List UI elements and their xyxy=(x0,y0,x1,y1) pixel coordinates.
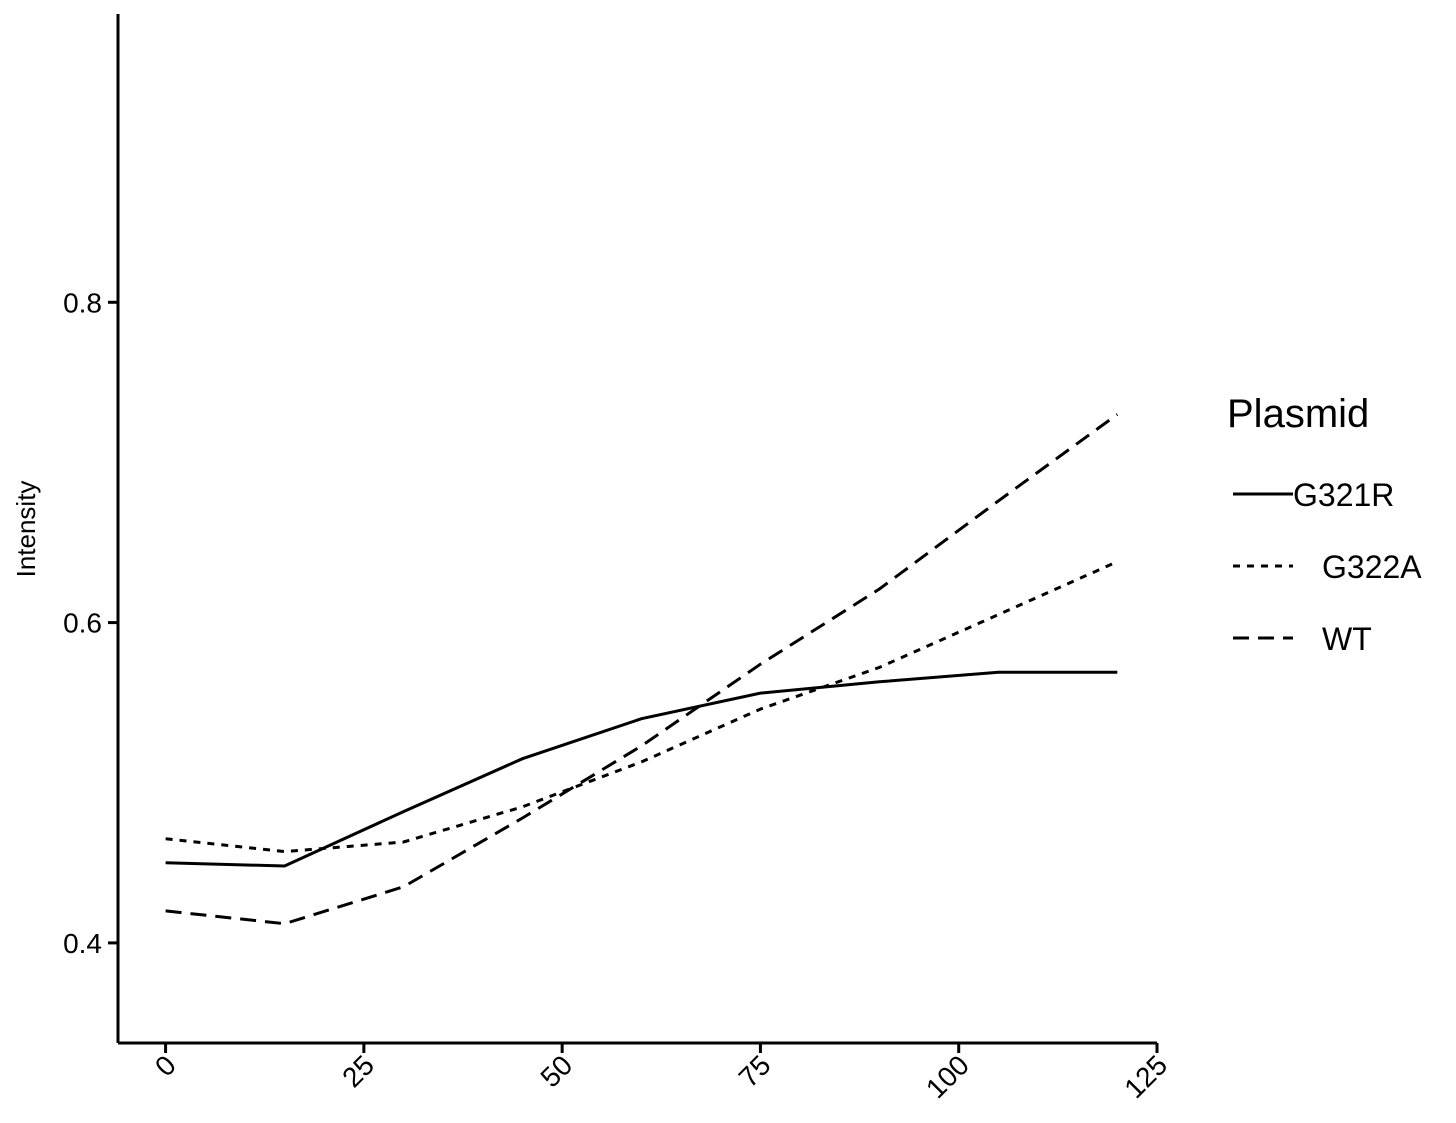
legend-label: G322A xyxy=(1322,549,1422,585)
series-line-wt xyxy=(165,413,1119,926)
series-group xyxy=(165,413,1119,926)
x-ticks: 0 25 50 75 100 125 xyxy=(149,1043,1173,1104)
legend-label: WT xyxy=(1322,621,1372,657)
legend: Plasmid G321R G322A WT xyxy=(1227,392,1422,657)
series-line-g321r xyxy=(165,670,1118,868)
x-tick-label: 100 xyxy=(920,1049,975,1104)
legend-label: G321R xyxy=(1293,477,1394,513)
x-tick-label: 125 xyxy=(1118,1049,1173,1104)
y-ticks: 0.4 0.6 0.8 xyxy=(63,287,118,959)
legend-title: Plasmid xyxy=(1227,392,1369,436)
y-tick-label: 0.8 xyxy=(63,287,102,318)
x-tick-label: 75 xyxy=(733,1049,777,1093)
x-tick-label: 50 xyxy=(534,1049,578,1093)
plot-area: 0.4 0.6 0.8 0 25 50 75 100 125 Intensity xyxy=(11,14,1173,1104)
y-tick-label: 0.4 xyxy=(63,928,102,959)
y-axis-title: Intensity xyxy=(11,481,41,578)
x-tick-label: 25 xyxy=(336,1049,380,1093)
legend-items: G321R G322A WT xyxy=(1233,477,1422,657)
y-tick-label: 0.6 xyxy=(63,608,102,639)
series-line-g322a xyxy=(165,560,1118,854)
x-tick-label: 0 xyxy=(149,1049,182,1082)
